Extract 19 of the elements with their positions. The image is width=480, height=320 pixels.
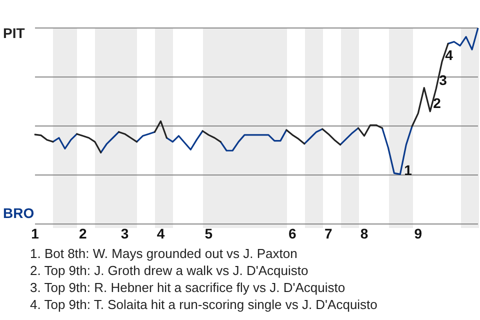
text: BRO <box>3 205 34 222</box>
annotation: 3 <box>439 72 448 88</box>
text: 2. Top 9th: J. Groth drew a walk vs J. D'Acquisto <box>30 262 310 279</box>
text: 1. Bot 8th: W. Mays grounded out vs J. Paxton <box>30 245 298 262</box>
text: 4. Top 9th: T. Solaita hit a run-scoring single vs J. D'Acquisto <box>30 296 378 313</box>
annotation: 2 <box>433 94 442 111</box>
x-tick-label: 5 <box>204 225 213 242</box>
x-tick-label: 7 <box>324 225 332 242</box>
x-tick-label: 6 <box>288 225 297 242</box>
text: PIT <box>3 24 26 41</box>
x-tick-label: 1 <box>31 225 40 242</box>
x-tick-label: 8 <box>360 225 368 242</box>
annotation: 4 <box>445 46 454 63</box>
x-tick-label: 2 <box>78 225 87 242</box>
x-tick-label: 4 <box>156 225 165 242</box>
x-tick-label: 9 <box>414 225 422 242</box>
annotation: 1 <box>404 162 412 178</box>
text: 3. Top 9th: R. Hebner hit a sacrifice fly vs J. D'Acquisto <box>30 279 346 296</box>
x-tick-label: 3 <box>120 225 129 242</box>
